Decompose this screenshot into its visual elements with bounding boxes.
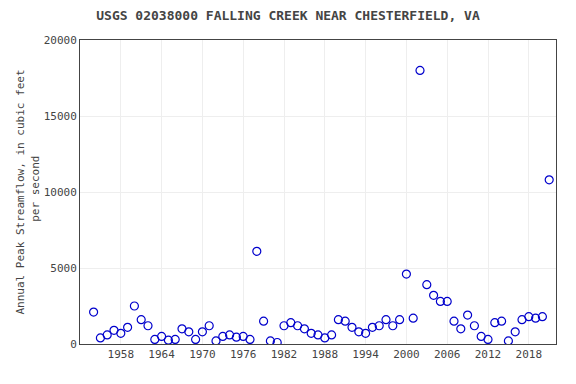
svg-text:1970: 1970 <box>189 348 216 361</box>
svg-text:Annual Peak Streamflow, in cub: Annual Peak Streamflow, in cubic feet pe… <box>14 69 41 314</box>
svg-text:15000: 15000 <box>44 110 77 123</box>
svg-text:0: 0 <box>70 338 77 351</box>
svg-text:10000: 10000 <box>44 186 77 199</box>
svg-text:5000: 5000 <box>50 262 77 275</box>
svg-text:2018: 2018 <box>516 348 543 361</box>
svg-text:1982: 1982 <box>271 348 298 361</box>
svg-text:2012: 2012 <box>475 348 502 361</box>
svg-text:1994: 1994 <box>352 348 379 361</box>
svg-text:1964: 1964 <box>148 348 175 361</box>
svg-text:USGS 02038000 FALLING CREEK NE: USGS 02038000 FALLING CREEK NEAR CHESTER… <box>96 8 480 23</box>
svg-text:1988: 1988 <box>312 348 339 361</box>
svg-text:1976: 1976 <box>230 348 257 361</box>
svg-text:1958: 1958 <box>108 348 135 361</box>
svg-text:2000: 2000 <box>393 348 420 361</box>
svg-text:20000: 20000 <box>44 34 77 47</box>
svg-text:2006: 2006 <box>434 348 461 361</box>
